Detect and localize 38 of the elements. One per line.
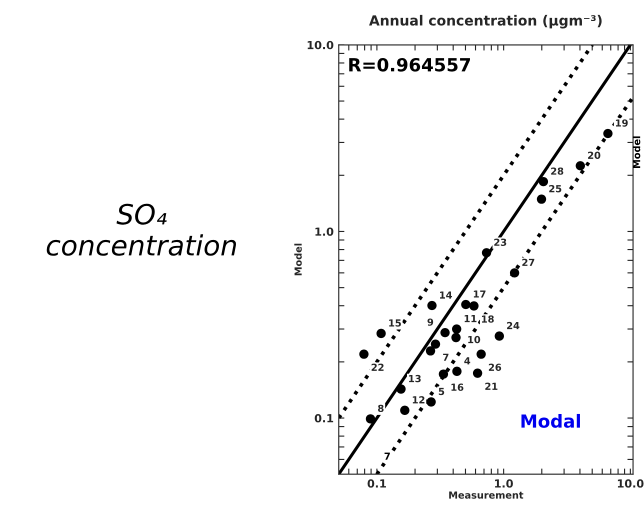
y-tick-label: 10.0 bbox=[308, 40, 334, 50]
annotation: 17 bbox=[474, 290, 486, 298]
annotation: 24 bbox=[507, 322, 520, 330]
y-tick-label: 0.1 bbox=[314, 414, 334, 422]
annotation: 7 bbox=[384, 452, 390, 460]
annotation: 22 bbox=[372, 364, 384, 371]
annotation: Modal bbox=[521, 414, 580, 428]
x-axis-title: Measurement bbox=[449, 492, 524, 499]
annotation: 27 bbox=[522, 258, 534, 266]
text: SO₄ concentration bbox=[46, 204, 236, 256]
x-tick-label: 0.1 bbox=[368, 479, 386, 488]
annotation: 18 bbox=[482, 315, 494, 323]
annotation: 5 bbox=[438, 388, 444, 396]
annotation: 20 bbox=[588, 152, 600, 159]
annotation: 28 bbox=[551, 167, 564, 175]
annotation: 23 bbox=[494, 238, 506, 246]
annotation: 16 bbox=[451, 384, 464, 391]
annotation: 4 bbox=[464, 357, 470, 364]
annotation: 21 bbox=[485, 382, 498, 390]
chart-title: Annual concentration (μgm⁻³) bbox=[369, 14, 602, 28]
annotation: 13 bbox=[409, 374, 421, 382]
annotation: 26 bbox=[488, 364, 502, 371]
annotation: 12 bbox=[412, 396, 424, 404]
annotation: 11 bbox=[464, 314, 476, 322]
annotation: 8 bbox=[378, 404, 384, 412]
x-tick-label: 1.0 bbox=[495, 479, 513, 488]
annotation: 14 bbox=[440, 291, 452, 299]
annotation: 9 bbox=[428, 318, 434, 326]
annotation: 15 bbox=[389, 319, 401, 327]
y-axis-title: Model bbox=[294, 244, 302, 276]
annotation: 25 bbox=[549, 184, 562, 192]
y-tick-label: 1.0 bbox=[315, 227, 334, 236]
annotation: Model bbox=[632, 136, 640, 168]
annotation: 7 bbox=[443, 354, 448, 361]
x-tick-label: 10.0 bbox=[618, 479, 644, 488]
annotation: 10 bbox=[468, 336, 480, 344]
annotation: 19 bbox=[616, 119, 628, 127]
annotation: R=0.964557 bbox=[349, 58, 470, 72]
